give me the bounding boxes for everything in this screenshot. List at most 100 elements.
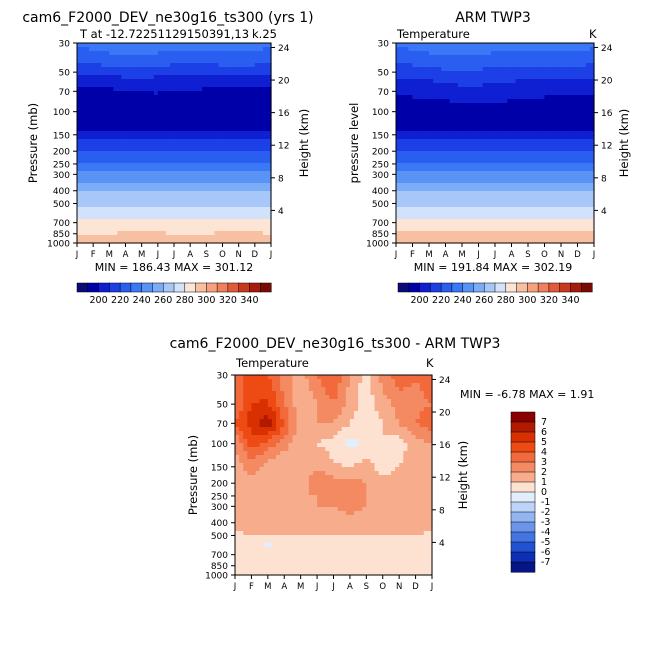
field-cell	[157, 167, 163, 172]
field-cell	[552, 131, 558, 136]
field-cell	[230, 163, 236, 168]
field-cell	[206, 87, 211, 92]
panel-title: ARM TWP3	[455, 10, 531, 26]
field-cell	[206, 91, 211, 96]
field-cell	[190, 231, 195, 236]
field-cell	[125, 127, 131, 132]
field-cell	[194, 131, 199, 136]
field-cell	[466, 235, 471, 240]
field-cell	[125, 239, 131, 244]
field-cell	[462, 123, 467, 128]
field-cell	[153, 227, 159, 232]
field-cell	[528, 191, 533, 196]
field-cell	[121, 135, 127, 140]
field-cell	[441, 115, 447, 120]
field-cell	[121, 203, 127, 208]
field-cell	[449, 47, 455, 52]
field-cell	[121, 55, 127, 60]
field-cell	[254, 119, 260, 124]
field-cell	[165, 135, 171, 140]
field-cell	[186, 111, 191, 116]
field-cell	[424, 99, 430, 104]
field-cell	[190, 147, 195, 152]
field-cell	[218, 63, 224, 68]
field-cell	[129, 79, 135, 84]
field-cell	[125, 143, 131, 148]
field-cell	[577, 159, 583, 164]
field-cell	[561, 115, 566, 120]
field-cell	[552, 119, 558, 124]
field-cell	[182, 191, 187, 196]
field-cell	[408, 123, 414, 128]
field-cell	[174, 207, 179, 212]
field-cell	[482, 123, 488, 128]
field-cell	[457, 87, 463, 92]
field-cell	[93, 59, 98, 64]
field-cell	[445, 103, 451, 108]
field-cell	[129, 83, 135, 88]
field-cell	[182, 235, 187, 240]
field-cell	[85, 99, 90, 104]
field-cell	[125, 111, 131, 116]
field-cell	[226, 83, 232, 88]
field-cell	[141, 47, 147, 52]
field-cell	[400, 83, 405, 88]
field-cell	[404, 231, 409, 236]
field-cell	[133, 131, 139, 136]
field-cell	[404, 147, 409, 152]
field-cell	[81, 143, 86, 148]
field-cell	[540, 231, 546, 236]
field-cell	[457, 207, 463, 212]
field-cell	[174, 191, 179, 196]
field-cell	[153, 107, 159, 112]
field-cell	[222, 195, 228, 200]
field-cell	[246, 107, 252, 112]
field-cell	[424, 87, 430, 92]
field-cell	[246, 51, 252, 56]
field-cell	[420, 83, 426, 88]
field-cell	[234, 107, 240, 112]
field-cell	[412, 139, 418, 144]
field-cell	[445, 227, 451, 232]
field-cell	[165, 139, 171, 144]
field-cell	[581, 51, 587, 56]
field-cell	[429, 63, 434, 68]
field-cell	[190, 199, 195, 204]
field-cell	[561, 211, 566, 216]
field-cell	[548, 215, 554, 220]
field-cell	[540, 51, 546, 56]
field-cell	[424, 171, 430, 176]
field-cell	[157, 219, 163, 224]
field-cell	[117, 55, 123, 60]
field-cell	[165, 119, 171, 124]
field-cell	[416, 63, 422, 68]
field-cell	[125, 211, 131, 216]
field-cell	[569, 127, 574, 132]
field-cell	[544, 195, 550, 200]
field-cell	[210, 219, 216, 224]
field-cell	[222, 187, 228, 192]
field-cell	[577, 75, 583, 80]
field-cell	[222, 231, 228, 236]
field-cell	[105, 195, 110, 200]
field-cell	[266, 47, 272, 52]
field-cell	[97, 107, 102, 112]
field-cell	[89, 167, 94, 172]
field-cell	[77, 59, 82, 64]
field-cell	[121, 131, 127, 136]
field-cell	[404, 91, 409, 96]
field-cell	[101, 43, 106, 48]
field-cell	[396, 215, 401, 220]
field-cell	[77, 235, 82, 240]
field-cell	[449, 99, 455, 104]
field-cell	[441, 219, 447, 224]
field-cell	[186, 143, 191, 148]
field-cell	[186, 99, 191, 104]
field-cell	[218, 127, 224, 132]
field-cell	[573, 123, 579, 128]
field-cell	[105, 163, 110, 168]
field-cell	[125, 87, 131, 92]
field-cell	[182, 75, 187, 80]
field-cell	[121, 43, 127, 48]
field-cell	[429, 239, 434, 244]
